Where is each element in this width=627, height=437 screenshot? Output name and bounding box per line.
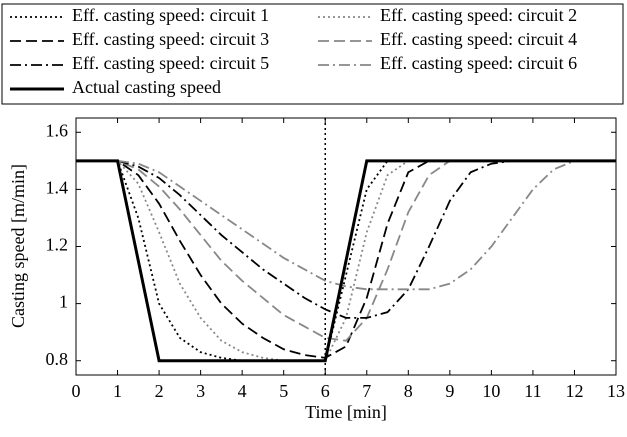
plot-frame: [75, 117, 617, 376]
x-tick-label: 12: [565, 381, 583, 401]
x-tick-label: 4: [238, 381, 247, 401]
legend-box: [1, 3, 624, 105]
series-line: [76, 159, 616, 359]
y-tick-label: 1.6: [46, 120, 69, 140]
y-tick-label: 1: [59, 292, 68, 312]
x-tick-label: 2: [155, 381, 164, 401]
legend-label: Eff. casting speed: circuit 2: [380, 5, 577, 25]
series-line: [76, 159, 616, 319]
x-axis-label: Time [min]: [305, 402, 387, 422]
y-tick-label: 1.4: [46, 178, 69, 198]
legend-label: Eff. casting speed: circuit 3: [72, 29, 269, 49]
x-tick-label: 8: [404, 381, 413, 401]
x-tick-label: 9: [445, 381, 454, 401]
y-tick-label: 0.8: [46, 349, 69, 369]
x-tick-label: 5: [279, 381, 288, 401]
y-tick-label: 1.2: [46, 235, 69, 255]
series-line: [76, 159, 616, 291]
y-axis-label: Casting speed [m/min]: [8, 164, 28, 328]
x-tick-label: 0: [72, 381, 81, 401]
series-line: [76, 159, 616, 342]
series-line: [76, 159, 616, 363]
x-tick-label: 7: [362, 381, 371, 401]
x-tick-label: 6: [321, 381, 330, 401]
x-tick-label: 13: [607, 381, 625, 401]
x-tick-label: 3: [196, 381, 205, 401]
legend-label: Eff. casting speed: circuit 1: [72, 5, 269, 25]
x-tick-label: 1: [113, 381, 122, 401]
legend-label: Eff. casting speed: circuit 5: [72, 53, 269, 73]
legend-label: Actual casting speed: [72, 77, 221, 97]
legend-label: Eff. casting speed: circuit 4: [380, 29, 577, 49]
x-tick-label: 10: [482, 381, 500, 401]
x-tick-label: 11: [524, 381, 541, 401]
legend-label: Eff. casting speed: circuit 6: [380, 53, 577, 73]
